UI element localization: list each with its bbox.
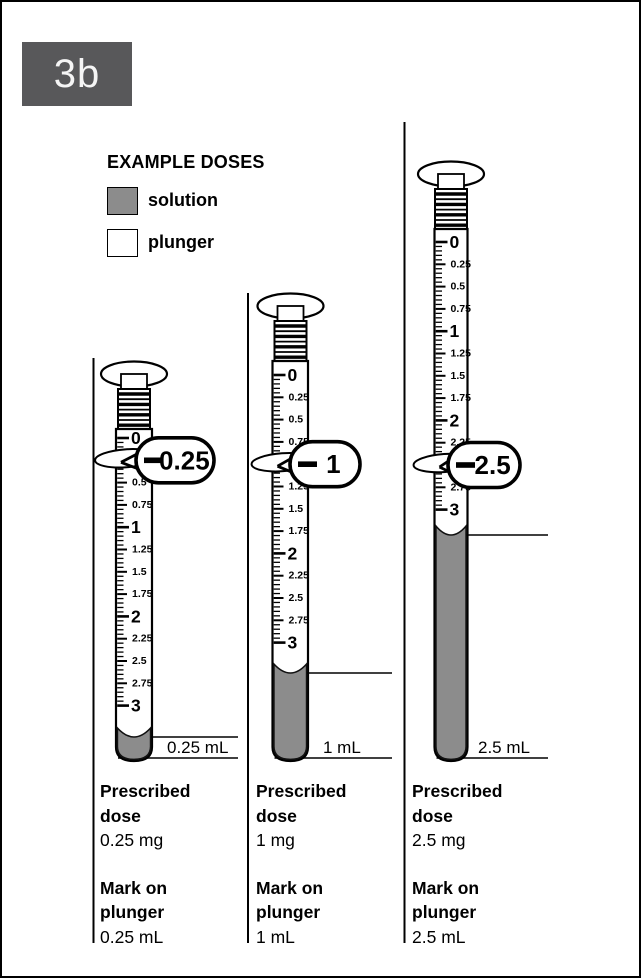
scale-label: 1	[131, 517, 141, 537]
legend: EXAMPLE DOSES solution plunger	[107, 152, 265, 257]
prescribed-dose-heading: Prescribed dose	[100, 781, 191, 826]
solution-fill	[116, 725, 152, 761]
mark-on-plunger-value: 0.25 mL	[100, 926, 164, 947]
dose-callout: 1	[276, 439, 362, 489]
prescribed-dose-value: 1 mg	[256, 830, 295, 850]
volume-label: 0.25 mL	[167, 738, 228, 757]
figure-badge-label: 3b	[53, 51, 101, 96]
callout-dash	[144, 457, 163, 464]
footer-column-3: Prescribed dose 2.5 mg Mark on plunger 2…	[412, 779, 534, 949]
callout-value: 2.5	[475, 450, 511, 480]
prescribed-dose-value: 2.5 mg	[412, 830, 466, 850]
callout-value: 1	[326, 449, 340, 479]
scale-label: 1.75	[132, 588, 153, 600]
scale-label: 1.5	[132, 566, 147, 578]
scale-label: 2.25	[289, 570, 310, 582]
scale-label: 2.75	[289, 614, 310, 626]
scale-label: 1.25	[132, 544, 153, 556]
mark-on-plunger-value: 2.5 mL	[412, 926, 466, 947]
syringe-column-3: 00.250.50.7511.251.51.7522.252.52.7532.5…	[403, 122, 548, 943]
syringe-column-1: 0 0.25 0.5 0.75 1 1.25 1.5 1.75 2 2.25 2.5 2.75 3 0.2…	[92, 358, 238, 943]
scale-label: 2.5	[289, 592, 304, 604]
legend-swatch-plunger	[107, 228, 138, 257]
solution-fill	[435, 523, 467, 761]
plunger-ribs	[273, 320, 308, 362]
mark-on-plunger-heading: Mark on plunger	[412, 877, 480, 923]
prescribed-dose-heading: Prescribed dose	[256, 781, 347, 826]
scale-label: 2	[288, 543, 298, 563]
callout-bubble	[288, 439, 362, 489]
scale-label: 0.5	[132, 477, 147, 489]
prescribed-dose-value: 0.25 mg	[100, 830, 164, 850]
scale-label: 2.75	[132, 677, 153, 689]
scale-label: 0.5	[289, 414, 304, 426]
scale-label: 2.5	[132, 655, 147, 667]
dose-callout: 0.25	[120, 435, 216, 485]
scale-label: 3	[450, 500, 460, 520]
callout-dash	[456, 462, 475, 468]
legend-label-solution: solution	[148, 190, 218, 210]
barrel	[114, 427, 154, 763]
volume-label: 2.5 mL	[478, 738, 530, 757]
scale-label: 2	[131, 606, 141, 626]
legend-title: EXAMPLE DOSES	[107, 152, 265, 172]
callout-bubble	[134, 435, 216, 485]
scale-label: 0.75	[132, 499, 153, 511]
mark-on-plunger-value: 1 mL	[256, 926, 295, 947]
scale-label: 2	[450, 410, 460, 430]
figure-badge: 3b	[22, 42, 132, 106]
prescribed-dose-heading: Prescribed dose	[412, 781, 503, 826]
scale-label: 0.25	[451, 258, 472, 270]
legend-label-plunger: plunger	[148, 232, 214, 252]
callout-bubble	[446, 440, 522, 490]
scale-label: 3	[288, 633, 298, 653]
scale-label: 1.5	[289, 503, 304, 515]
callout-value: 0.25	[159, 445, 210, 475]
scale-label: 1.25	[451, 348, 472, 360]
plunger-ribs	[117, 388, 151, 430]
scale-label: 1.75	[289, 525, 310, 537]
volume-label: 1 mL	[323, 738, 361, 757]
scale-label: 0	[131, 428, 141, 448]
scale-label: 1.5	[451, 370, 466, 382]
footer-column-2: Prescribed dose 1 mg Mark on plunger 1 m…	[256, 779, 378, 949]
footer-column-1: Prescribed dose 0.25 mg Mark on plunger …	[100, 779, 222, 949]
scale-label: 3	[131, 696, 141, 716]
legend-item-solution: solution	[107, 186, 265, 215]
mark-on-plunger-heading: Mark on plunger	[256, 877, 324, 923]
callout-dash	[298, 461, 317, 467]
mark-on-plunger-heading: Mark on plunger	[100, 877, 168, 923]
scale-label: 1.75	[451, 392, 472, 404]
scale-label: 0	[288, 365, 298, 385]
scale-label: 1	[450, 321, 460, 341]
plunger-ribs	[434, 188, 468, 230]
scale-label: 0.25	[289, 391, 310, 403]
scale-label: 0	[450, 232, 460, 252]
solution-fill	[273, 661, 308, 761]
scale-label: 2.25	[132, 633, 153, 645]
scale-label: 0.75	[451, 303, 472, 315]
legend-item-plunger: plunger	[107, 228, 265, 257]
dose-callout: 2.5	[438, 440, 522, 490]
scale-label: 0.5	[451, 281, 466, 293]
legend-swatch-solution	[107, 186, 138, 215]
